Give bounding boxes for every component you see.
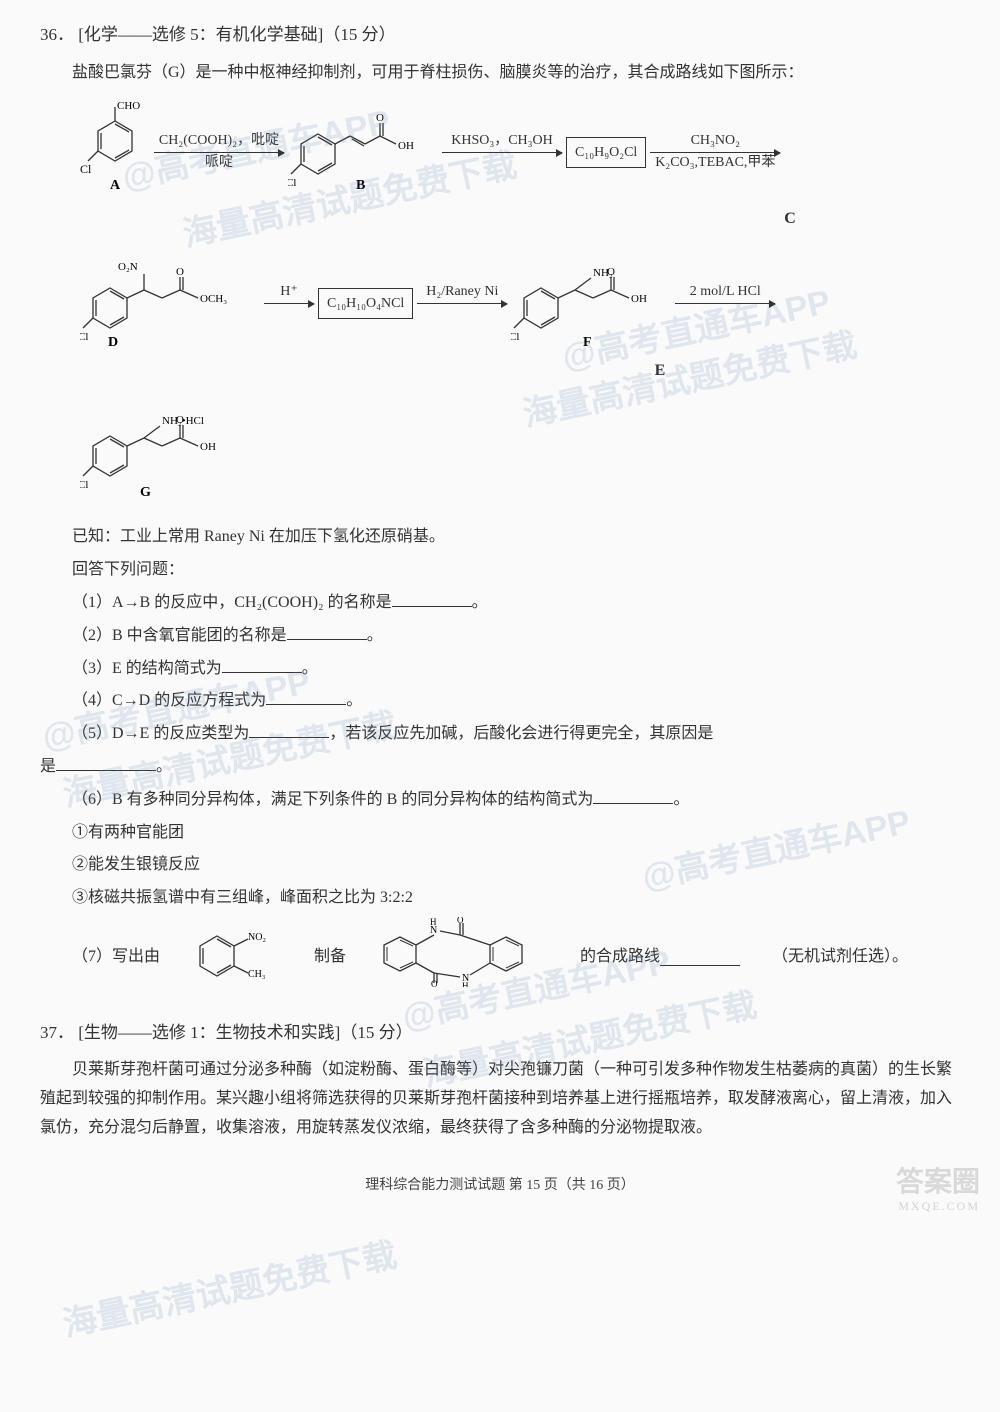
watermark-10: 海量高清试题免费下载: [57, 1225, 402, 1356]
q36-title: [化学——选修 5：有机化学基础]（15 分）: [78, 25, 395, 44]
svg-text:OH: OH: [631, 293, 647, 305]
q37-number: 37．: [40, 1023, 74, 1042]
q36-p6-3: ③核磁共振氢谱中有三组峰，峰面积之比为 3:2:2: [40, 884, 960, 913]
q36-p2: （2）B 中含氧官能团的名称是。: [40, 622, 960, 651]
q36-known: 已知：工业上常用 Raney Ni 在加压下氢化还原硝基。: [40, 523, 960, 552]
structure-p7-start: NO₂ CH₃: [160, 924, 282, 990]
q37-body: 贝莱斯芽孢杆菌可通过分泌多种酶（如淀粉酶、蛋白酶等）对尖孢镰刀菌（一种可引发多种…: [40, 1056, 960, 1142]
label-e: E: [360, 357, 960, 386]
q36-p6-2: ②能发生银镜反应: [40, 851, 960, 880]
label-c: C: [620, 205, 960, 234]
structure-a: CHO Cl A: [80, 99, 150, 205]
svg-text:O: O: [607, 266, 615, 278]
svg-text:NO₂: NO₂: [248, 932, 266, 943]
reaction-scheme: CHO Cl A CH₂(COOH)₂，吡啶 哌啶 Cl: [80, 99, 960, 511]
svg-text:Cl: Cl: [80, 479, 88, 491]
svg-text:A: A: [110, 178, 121, 193]
q36-p7: （7）写出由 NO₂ CH₃ 制备 N H O: [40, 917, 960, 998]
q36-intro: 盐酸巴氯芬（G）是一种中枢神经抑制剂，可用于脊柱损伤、脑膜炎等的治疗，其合成路线…: [40, 59, 960, 88]
q37-title: [生物——选修 1：生物技术和实践]（15 分）: [78, 1023, 412, 1042]
svg-text:G: G: [140, 485, 151, 500]
svg-text:O: O: [431, 979, 438, 987]
svg-text:H: H: [462, 981, 469, 987]
q37-heading: 37． [生物——选修 1：生物技术和实践]（15 分）: [40, 1018, 960, 1049]
svg-text:CHO: CHO: [117, 100, 140, 112]
svg-text:B: B: [356, 178, 365, 193]
svg-text:D: D: [108, 335, 118, 348]
q36-p5: （5）D→E 的反应类型为，若该反应先加碱，后酸化会进行得更完全，其原因是: [40, 720, 960, 749]
structure-d: Cl O₂N O OCH₃ D: [80, 248, 260, 359]
arrow-b-to-c: KHSO₃，CH₃OH: [442, 133, 562, 172]
structure-g: Cl NH₂•HCl O OH G: [80, 396, 260, 512]
q36-answer-prompt: 回答下列问题：: [40, 556, 960, 585]
arrow-c-to-d: CH₃NO₂ K₂CO₃,TEBAC,甲苯: [650, 133, 780, 172]
arrow-a-to-b: CH₂(COOH)₂，吡啶 哌啶: [154, 133, 284, 172]
structure-p7-product: N H O O N H: [346, 917, 548, 998]
page-footer: 理科综合能力测试试题 第 15 页（共 16 页）: [40, 1173, 960, 1198]
q36-p1: （1）A→B 的反应中，CH₂(COOH)₂ 的名称是。: [40, 589, 960, 618]
formula-e: C₁₀H₁₀O₄NCl: [318, 288, 413, 319]
q36-p3: （3）E 的结构简式为。: [40, 655, 960, 684]
svg-text:O: O: [176, 414, 184, 426]
q36-number: 36．: [40, 25, 74, 44]
svg-text:OH: OH: [200, 441, 216, 453]
q36-p4: （4）C→D 的反应方程式为。: [40, 687, 960, 716]
structure-f: Cl NH₂ O OH F: [511, 248, 671, 359]
svg-text:Cl: Cl: [80, 331, 88, 343]
arrow-d-to-e: H⁺: [264, 284, 314, 323]
arrow-e-to-f: H₂/Raney Ni: [417, 284, 507, 323]
svg-text:OH: OH: [398, 140, 414, 152]
q36-p6-1: ①有两种官能团: [40, 819, 960, 848]
svg-text:Cl: Cl: [80, 162, 92, 176]
corner-watermark-sub: MXQE.COM: [898, 1196, 980, 1218]
svg-text:O: O: [376, 112, 384, 124]
q36-p6: （6）B 有多种同分异构体，满足下列条件的 B 的同分异构体的结构简式为。: [40, 786, 960, 815]
svg-text:CH₃: CH₃: [248, 969, 265, 979]
svg-text:O: O: [176, 266, 184, 278]
formula-c: C₁₀H₉O₂Cl: [566, 137, 646, 168]
svg-text:O: O: [457, 917, 464, 925]
structure-b: Cl O OH B: [288, 99, 438, 205]
svg-text:OCH₃: OCH₃: [200, 293, 227, 305]
svg-text:Cl: Cl: [288, 177, 296, 189]
q36-heading: 36． [化学——选修 5：有机化学基础]（15 分）: [40, 20, 960, 51]
arrow-f-to-g: 2 mol/L HCl: [675, 284, 775, 323]
svg-text:F: F: [583, 335, 592, 348]
svg-text:H: H: [430, 917, 437, 927]
svg-text:Cl: Cl: [511, 331, 519, 343]
svg-text:O₂N: O₂N: [118, 261, 138, 273]
q36-p5-cont: 是。: [40, 753, 960, 782]
